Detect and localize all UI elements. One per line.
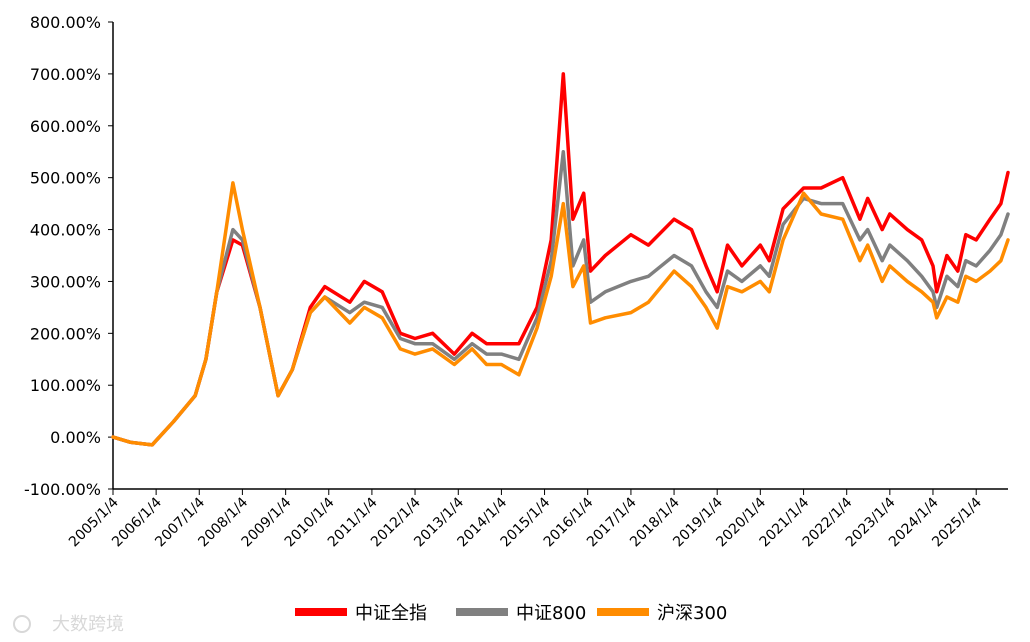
y-tick-label: 600.00% (30, 117, 101, 136)
y-tick-label: 700.00% (30, 65, 101, 84)
series-line-2 (111, 181, 1010, 447)
legend-label-2: 沪深300 (657, 603, 727, 624)
y-tick-label: 200.00% (30, 324, 101, 343)
watermark: 大数跨境 (13, 614, 124, 635)
y-tick-label: 500.00% (30, 169, 101, 188)
y-tick-label: 400.00% (30, 221, 101, 240)
y-axis: 800.00% 700.00% 600.00% 500.00% 400.00% 300.0… (24, 13, 114, 499)
legend-swatch-0 (295, 608, 347, 616)
legend-label-1: 中证800 (516, 603, 586, 624)
legend-swatch-1 (456, 608, 508, 616)
legend-label-0: 中证全指 (355, 603, 427, 624)
y-tick-label: 100.00% (30, 376, 101, 395)
legend: 中证全指 中证800 沪深300 (295, 603, 727, 624)
x-axis: 2005/1/42006/1/42007/1/42008/1/42009/1/4… (66, 488, 1008, 550)
legend-swatch-2 (597, 608, 649, 616)
plot-area (111, 72, 1010, 447)
y-tick-label: 0.00% (50, 428, 101, 447)
y-tick-label: 800.00% (30, 13, 101, 32)
y-tick-label: 300.00% (30, 272, 101, 291)
series-line-1 (111, 149, 1010, 447)
watermark-text: 大数跨境 (52, 614, 124, 635)
watermark-logo-icon (13, 615, 31, 633)
y-tick-label: -100.00% (24, 480, 101, 499)
